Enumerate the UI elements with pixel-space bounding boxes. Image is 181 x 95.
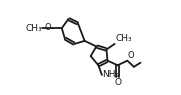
Text: O: O [128, 51, 134, 60]
Text: O: O [114, 78, 121, 87]
Text: NH₂: NH₂ [102, 70, 119, 79]
Text: O: O [45, 23, 51, 32]
Text: CH₃: CH₃ [25, 24, 42, 33]
Text: CH₃: CH₃ [115, 34, 132, 43]
